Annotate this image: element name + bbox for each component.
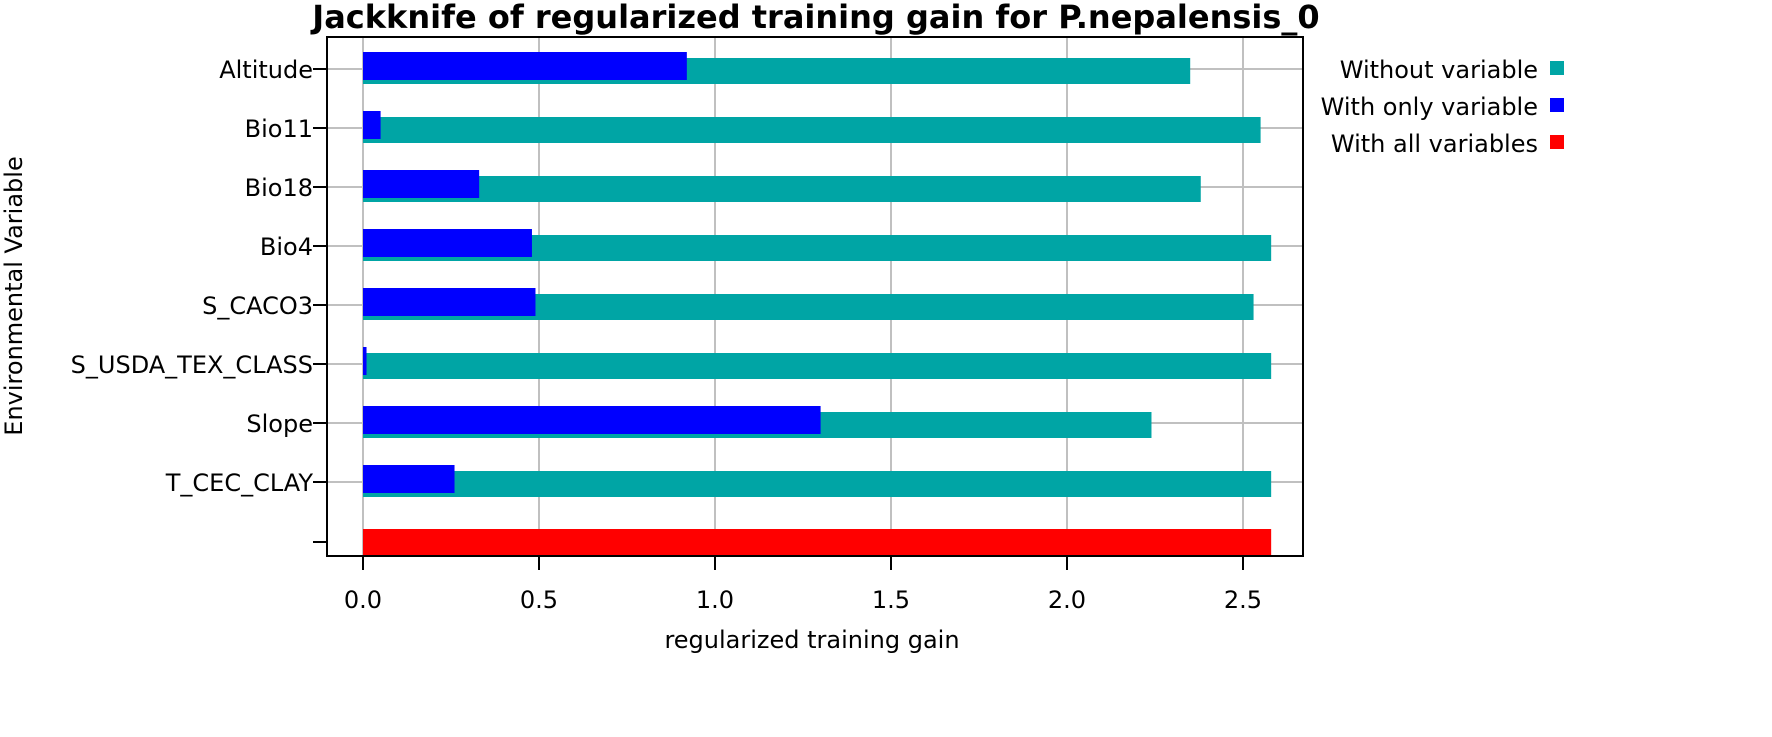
bar-with-only-variable: [363, 288, 536, 316]
bar-with-all-variables: [363, 529, 1272, 555]
x-tick-label: 0.5: [520, 586, 558, 614]
x-tick-label: 1.5: [872, 586, 910, 614]
x-tick-label: 1.0: [696, 586, 734, 614]
legend-swatch: [1550, 61, 1564, 75]
y-tick-label: S_CACO3: [202, 292, 313, 320]
bar-with-only-variable: [363, 52, 687, 80]
x-axis-ticks: 0.0 0.5 1.0 1.5 2.0 2.5: [344, 556, 1262, 614]
bar-without-variable: [363, 176, 1201, 202]
legend-label: With all variables: [1331, 130, 1538, 158]
y-tick-label: Bio4: [260, 233, 313, 261]
y-axis-ticks: Altitude Bio11 Bio18 Bio4 S_CACO3 S_USDA_TEX_…: [71, 56, 327, 543]
x-tick-label: 2.5: [1224, 586, 1262, 614]
bars: [363, 52, 1272, 555]
plot-frame: [326, 36, 1304, 557]
legend-swatch: [1550, 98, 1564, 112]
legend-swatch: [1550, 135, 1564, 149]
bar-without-variable: [363, 353, 1272, 379]
bar-with-only-variable: [363, 406, 821, 434]
y-tick-label: T_CEC_CLAY: [165, 469, 314, 497]
y-tick-label: Slope: [246, 410, 313, 438]
legend-label: With only variable: [1321, 93, 1538, 121]
y-tick-label: S_USDA_TEX_CLASS: [71, 351, 313, 379]
y-axis-label: Environmental Variable: [0, 156, 28, 435]
bar-with-only-variable: [363, 170, 480, 198]
y-tick-label: Altitude: [219, 56, 313, 84]
bar-with-only-variable: [363, 465, 455, 493]
legend: Without variable With only variable With a…: [1321, 56, 1564, 158]
bar-without-variable: [363, 471, 1272, 497]
x-tick-label: 2.0: [1048, 586, 1086, 614]
y-tick-label: Bio11: [245, 115, 313, 143]
chart-title: Jackknife of regularized training gain f…: [310, 0, 1319, 36]
bar-without-variable: [363, 117, 1261, 143]
y-tick-label: Bio18: [245, 174, 313, 202]
legend-label: Without variable: [1340, 56, 1538, 84]
x-axis-label: regularized training gain: [664, 626, 959, 654]
bar-with-only-variable: [363, 229, 532, 257]
bar-with-only-variable: [363, 111, 381, 139]
bar-with-only-variable: [363, 347, 367, 375]
x-tick-label: 0.0: [344, 586, 382, 614]
